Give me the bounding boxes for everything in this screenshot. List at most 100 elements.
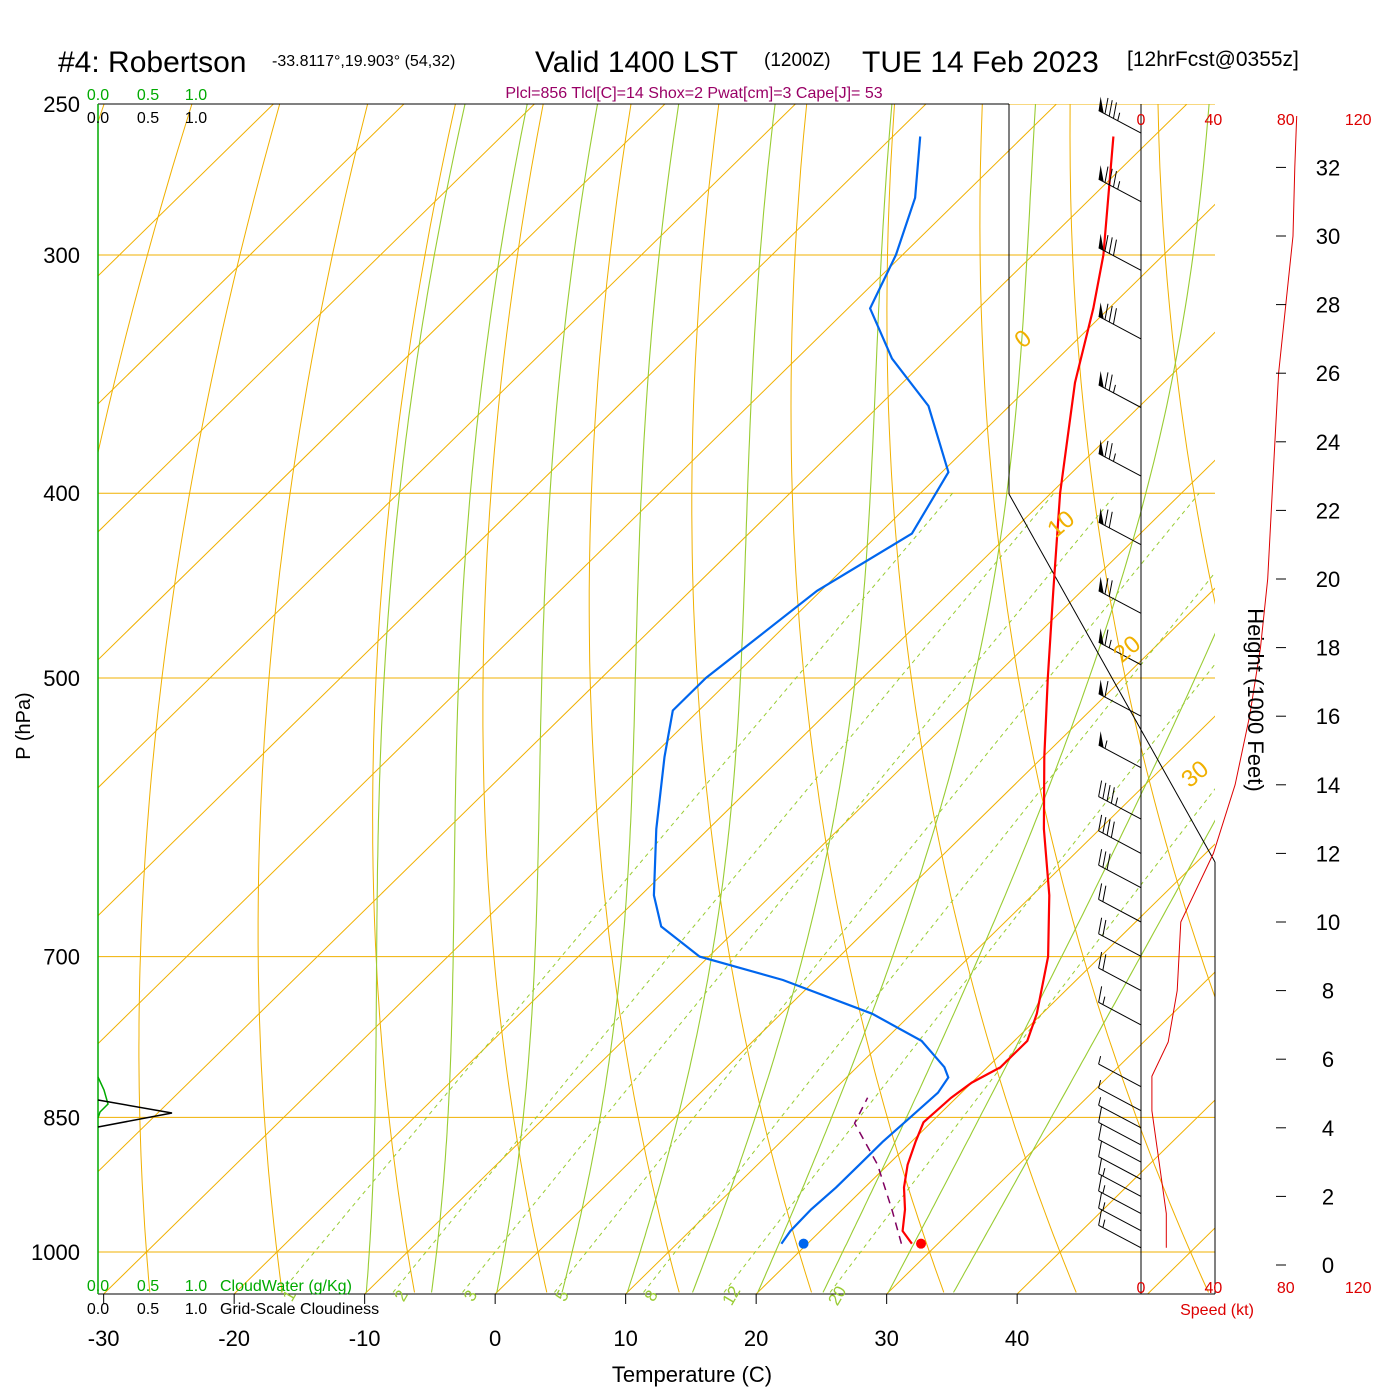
wind-barb <box>1098 1209 1142 1249</box>
height-tick-label: 12 <box>1316 841 1340 866</box>
barb-pennant <box>1098 628 1104 645</box>
barb-staff <box>1098 796 1142 820</box>
height-tick-label: 28 <box>1316 293 1340 318</box>
barb-staff <box>1098 1121 1142 1146</box>
wind-barb <box>1098 1055 1142 1088</box>
barb-flag <box>1108 374 1113 391</box>
barb-flag <box>1104 235 1109 252</box>
wind-barb <box>1098 1140 1142 1180</box>
plot-border <box>98 103 1216 1304</box>
cloud-water-tick-bottom: 0.5 <box>137 1278 159 1295</box>
barb-half <box>1102 1219 1106 1228</box>
barb-pennant <box>1098 439 1104 457</box>
params-line: Plcl=856 Tlcl[C]=14 Shox=2 Pwat[cm]=3 Ca… <box>505 85 882 102</box>
barb-staff <box>1098 521 1142 546</box>
height-tick-label: 24 <box>1316 430 1340 455</box>
dewpoint-profile <box>652 136 950 1245</box>
mixing-ratio-line <box>392 492 1055 1293</box>
x-tick-label: -30 <box>88 1326 120 1351</box>
height-tick-label: 10 <box>1316 910 1340 935</box>
barb-staff <box>1098 1001 1142 1026</box>
barb-half <box>1102 1167 1106 1177</box>
wind-barb <box>1098 1079 1142 1112</box>
temperature-profile <box>901 136 1115 1245</box>
barb-staff <box>1098 1207 1142 1232</box>
barb-staff <box>1098 178 1142 203</box>
height-tick-label: 22 <box>1316 498 1340 523</box>
border-slant <box>1008 493 1216 863</box>
speed-tick-bottom: 0 <box>1137 1280 1146 1297</box>
barb-pennant <box>1098 731 1104 748</box>
isotherm-line <box>1016 1099 1215 1294</box>
barb-flag <box>1098 1192 1103 1209</box>
barb-flag <box>1098 1140 1103 1157</box>
cloudiness-tick-top: 0.5 <box>137 110 159 127</box>
valid-time: Valid 1400 LST <box>535 46 738 79</box>
height-tick-label: 32 <box>1316 155 1340 180</box>
height-tick-label: 20 <box>1316 567 1340 592</box>
barb-flag <box>1102 817 1107 834</box>
barb-staff <box>1098 693 1142 717</box>
barb-staff <box>1098 1087 1142 1112</box>
barb-flag <box>1098 1106 1103 1123</box>
wind-barb <box>1098 951 1142 992</box>
dry-adiabat-line <box>98 104 193 455</box>
isotherm-line <box>885 971 1215 1294</box>
barb-flag <box>1098 883 1103 900</box>
y-tick-label: 1000 <box>31 1240 80 1265</box>
height-tick-label: 4 <box>1322 1116 1334 1141</box>
moist-adiabat-line <box>691 104 893 1293</box>
mixing-ratio-label: 3 <box>460 1287 481 1305</box>
x-tick-label: 10 <box>613 1326 637 1351</box>
forecast-info: [12hrFcst@0355z] <box>1127 48 1299 71</box>
barb-flag <box>1112 239 1117 256</box>
barb-flag <box>1112 308 1117 325</box>
barb-half <box>1112 384 1116 393</box>
barb-staff <box>1098 1139 1142 1163</box>
barb-half <box>1102 996 1106 1005</box>
barb-flag <box>1098 1174 1103 1192</box>
wind-barb <box>1098 679 1142 717</box>
dry-adiabat-line <box>138 104 281 1293</box>
barb-half <box>1104 740 1108 749</box>
barb-flag <box>1106 853 1111 870</box>
barb-half <box>1115 797 1119 806</box>
mixing-ratio-line <box>462 492 1117 1293</box>
speed-tick-bottom: 80 <box>1277 1280 1295 1297</box>
x-axis-label: Temperature (C) <box>612 1362 772 1387</box>
barb-flag <box>1098 780 1103 797</box>
barb-staff <box>1098 315 1142 340</box>
dry-adiabat-line <box>691 104 812 1293</box>
wind-barb <box>1098 302 1142 340</box>
barb-staff <box>1098 744 1142 769</box>
speed-label: Speed (kt) <box>1180 1302 1254 1319</box>
mixing-ratio-label: 20 <box>824 1283 850 1309</box>
barb-staff <box>1098 641 1142 666</box>
barb-flag <box>1098 917 1103 934</box>
isotherm-line <box>98 104 666 661</box>
barb-flag <box>1104 166 1109 183</box>
isotherm-line <box>98 104 405 405</box>
barb-staff <box>1098 899 1142 923</box>
moist-adiabat-line <box>953 819 1215 1293</box>
barb-pennant <box>1098 679 1104 697</box>
wind-barb <box>1098 1106 1142 1146</box>
cloudiness-tick-bottom: 0.0 <box>87 1301 109 1318</box>
speed-tick-bottom: 120 <box>1345 1280 1372 1297</box>
station-title: #4: Robertson <box>58 46 246 79</box>
cloud-water-profile <box>97 1076 109 1119</box>
barb-staff <box>1098 453 1142 477</box>
speed-tick-top: 120 <box>1345 112 1372 129</box>
barb-pennant <box>1098 233 1104 251</box>
isotherm-line <box>98 104 797 789</box>
isotherm-line <box>233 331 1215 1294</box>
y-tick-label: 250 <box>43 92 80 117</box>
barb-flag <box>1104 509 1109 526</box>
moist-adiabat-line <box>430 104 528 1293</box>
dry-adiabat-line <box>979 104 1209 1293</box>
barb-staff <box>1098 1156 1142 1180</box>
wind-barb <box>1098 883 1142 923</box>
wind-barb <box>1098 508 1142 546</box>
isotherm-line <box>755 843 1215 1294</box>
